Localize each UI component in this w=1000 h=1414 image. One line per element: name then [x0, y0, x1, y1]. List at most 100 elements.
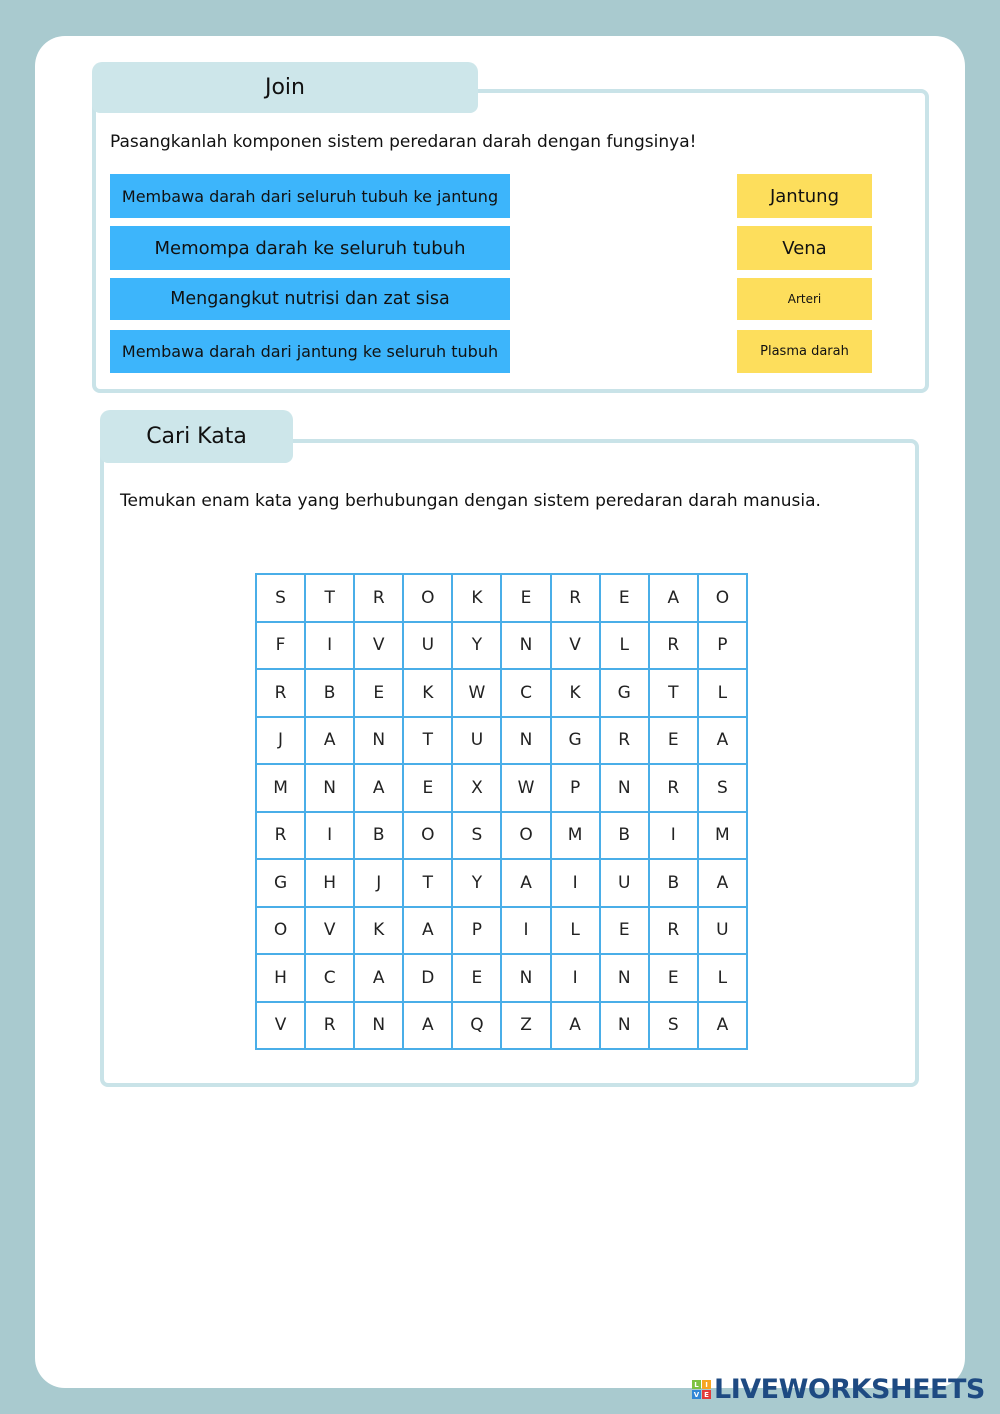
grid-cell[interactable]: Y [453, 860, 503, 908]
grid-cell[interactable]: F [257, 622, 307, 670]
grid-cell[interactable]: K [355, 907, 405, 955]
grid-cell[interactable]: A [698, 860, 748, 908]
grid-cell[interactable]: H [306, 860, 356, 908]
grid-cell[interactable]: A [551, 1002, 601, 1050]
grid-cell[interactable]: N [600, 765, 650, 813]
grid-cell[interactable]: R [649, 765, 699, 813]
grid-cell[interactable]: R [600, 717, 650, 765]
grid-cell[interactable]: X [453, 765, 503, 813]
grid-cell[interactable]: J [355, 860, 405, 908]
join-right-item[interactable]: Vena [737, 226, 872, 270]
grid-cell[interactable]: Q [453, 1002, 503, 1050]
grid-cell[interactable]: R [257, 812, 307, 860]
grid-cell[interactable]: W [502, 765, 552, 813]
grid-cell[interactable]: B [355, 812, 405, 860]
grid-cell[interactable]: R [649, 622, 699, 670]
grid-cell[interactable]: P [551, 765, 601, 813]
grid-cell[interactable]: S [698, 765, 748, 813]
grid-cell[interactable]: A [355, 765, 405, 813]
grid-cell[interactable]: P [453, 907, 503, 955]
grid-cell[interactable]: E [600, 907, 650, 955]
grid-cell[interactable]: V [355, 622, 405, 670]
grid-cell[interactable]: E [649, 955, 699, 1003]
grid-cell[interactable]: I [551, 860, 601, 908]
grid-cell[interactable]: R [306, 1002, 356, 1050]
join-left-item[interactable]: Mengangkut nutrisi dan zat sisa [110, 278, 510, 320]
grid-cell[interactable]: E [355, 670, 405, 718]
grid-cell[interactable]: R [257, 670, 307, 718]
join-left-item[interactable]: Membawa darah dari jantung ke seluruh tu… [110, 330, 510, 373]
grid-cell[interactable]: M [698, 812, 748, 860]
grid-cell[interactable]: L [698, 670, 748, 718]
join-right-item[interactable]: Jantung [737, 174, 872, 218]
grid-cell[interactable]: K [551, 670, 601, 718]
grid-cell[interactable]: A [502, 860, 552, 908]
grid-cell[interactable]: A [698, 1002, 748, 1050]
grid-cell[interactable]: S [453, 812, 503, 860]
grid-cell[interactable]: A [649, 575, 699, 623]
grid-cell[interactable]: N [306, 765, 356, 813]
join-right-item[interactable]: Arteri [737, 278, 872, 320]
grid-cell[interactable]: E [502, 575, 552, 623]
grid-cell[interactable]: L [600, 622, 650, 670]
grid-cell[interactable]: T [404, 717, 454, 765]
join-left-item[interactable]: Membawa darah dari seluruh tubuh ke jant… [110, 174, 510, 218]
grid-cell[interactable]: R [551, 575, 601, 623]
grid-cell[interactable]: I [306, 622, 356, 670]
grid-cell[interactable]: A [306, 717, 356, 765]
join-right-item[interactable]: Plasma darah [737, 330, 872, 373]
grid-cell[interactable]: Y [453, 622, 503, 670]
grid-cell[interactable]: V [551, 622, 601, 670]
grid-cell[interactable]: G [551, 717, 601, 765]
grid-cell[interactable]: N [600, 955, 650, 1003]
grid-cell[interactable]: I [502, 907, 552, 955]
grid-cell[interactable]: K [404, 670, 454, 718]
grid-cell[interactable]: O [698, 575, 748, 623]
grid-cell[interactable]: B [306, 670, 356, 718]
grid-cell[interactable]: S [257, 575, 307, 623]
grid-cell[interactable]: A [698, 717, 748, 765]
grid-cell[interactable]: A [404, 1002, 454, 1050]
grid-cell[interactable]: H [257, 955, 307, 1003]
grid-cell[interactable]: B [600, 812, 650, 860]
grid-cell[interactable]: G [257, 860, 307, 908]
grid-cell[interactable]: N [600, 1002, 650, 1050]
grid-cell[interactable]: E [649, 717, 699, 765]
grid-cell[interactable]: R [355, 575, 405, 623]
grid-cell[interactable]: E [404, 765, 454, 813]
grid-cell[interactable]: I [306, 812, 356, 860]
grid-cell[interactable]: G [600, 670, 650, 718]
grid-cell[interactable]: M [551, 812, 601, 860]
grid-cell[interactable]: Z [502, 1002, 552, 1050]
grid-cell[interactable]: A [355, 955, 405, 1003]
grid-cell[interactable]: I [649, 812, 699, 860]
grid-cell[interactable]: O [502, 812, 552, 860]
grid-cell[interactable]: T [404, 860, 454, 908]
grid-cell[interactable]: A [404, 907, 454, 955]
grid-cell[interactable]: B [649, 860, 699, 908]
grid-cell[interactable]: E [453, 955, 503, 1003]
grid-cell[interactable]: M [257, 765, 307, 813]
grid-cell[interactable]: S [649, 1002, 699, 1050]
grid-cell[interactable]: D [404, 955, 454, 1003]
grid-cell[interactable]: V [306, 907, 356, 955]
grid-cell[interactable]: L [698, 955, 748, 1003]
grid-cell[interactable]: O [404, 812, 454, 860]
grid-cell[interactable]: V [257, 1002, 307, 1050]
grid-cell[interactable]: N [355, 1002, 405, 1050]
grid-cell[interactable]: U [698, 907, 748, 955]
grid-cell[interactable]: R [649, 907, 699, 955]
join-left-item[interactable]: Memompa darah ke seluruh tubuh [110, 226, 510, 270]
grid-cell[interactable]: U [453, 717, 503, 765]
grid-cell[interactable]: T [649, 670, 699, 718]
grid-cell[interactable]: W [453, 670, 503, 718]
grid-cell[interactable]: C [306, 955, 356, 1003]
grid-cell[interactable]: C [502, 670, 552, 718]
grid-cell[interactable]: U [404, 622, 454, 670]
grid-cell[interactable]: J [257, 717, 307, 765]
grid-cell[interactable]: P [698, 622, 748, 670]
grid-cell[interactable]: K [453, 575, 503, 623]
grid-cell[interactable]: N [355, 717, 405, 765]
grid-cell[interactable]: L [551, 907, 601, 955]
grid-cell[interactable]: I [551, 955, 601, 1003]
